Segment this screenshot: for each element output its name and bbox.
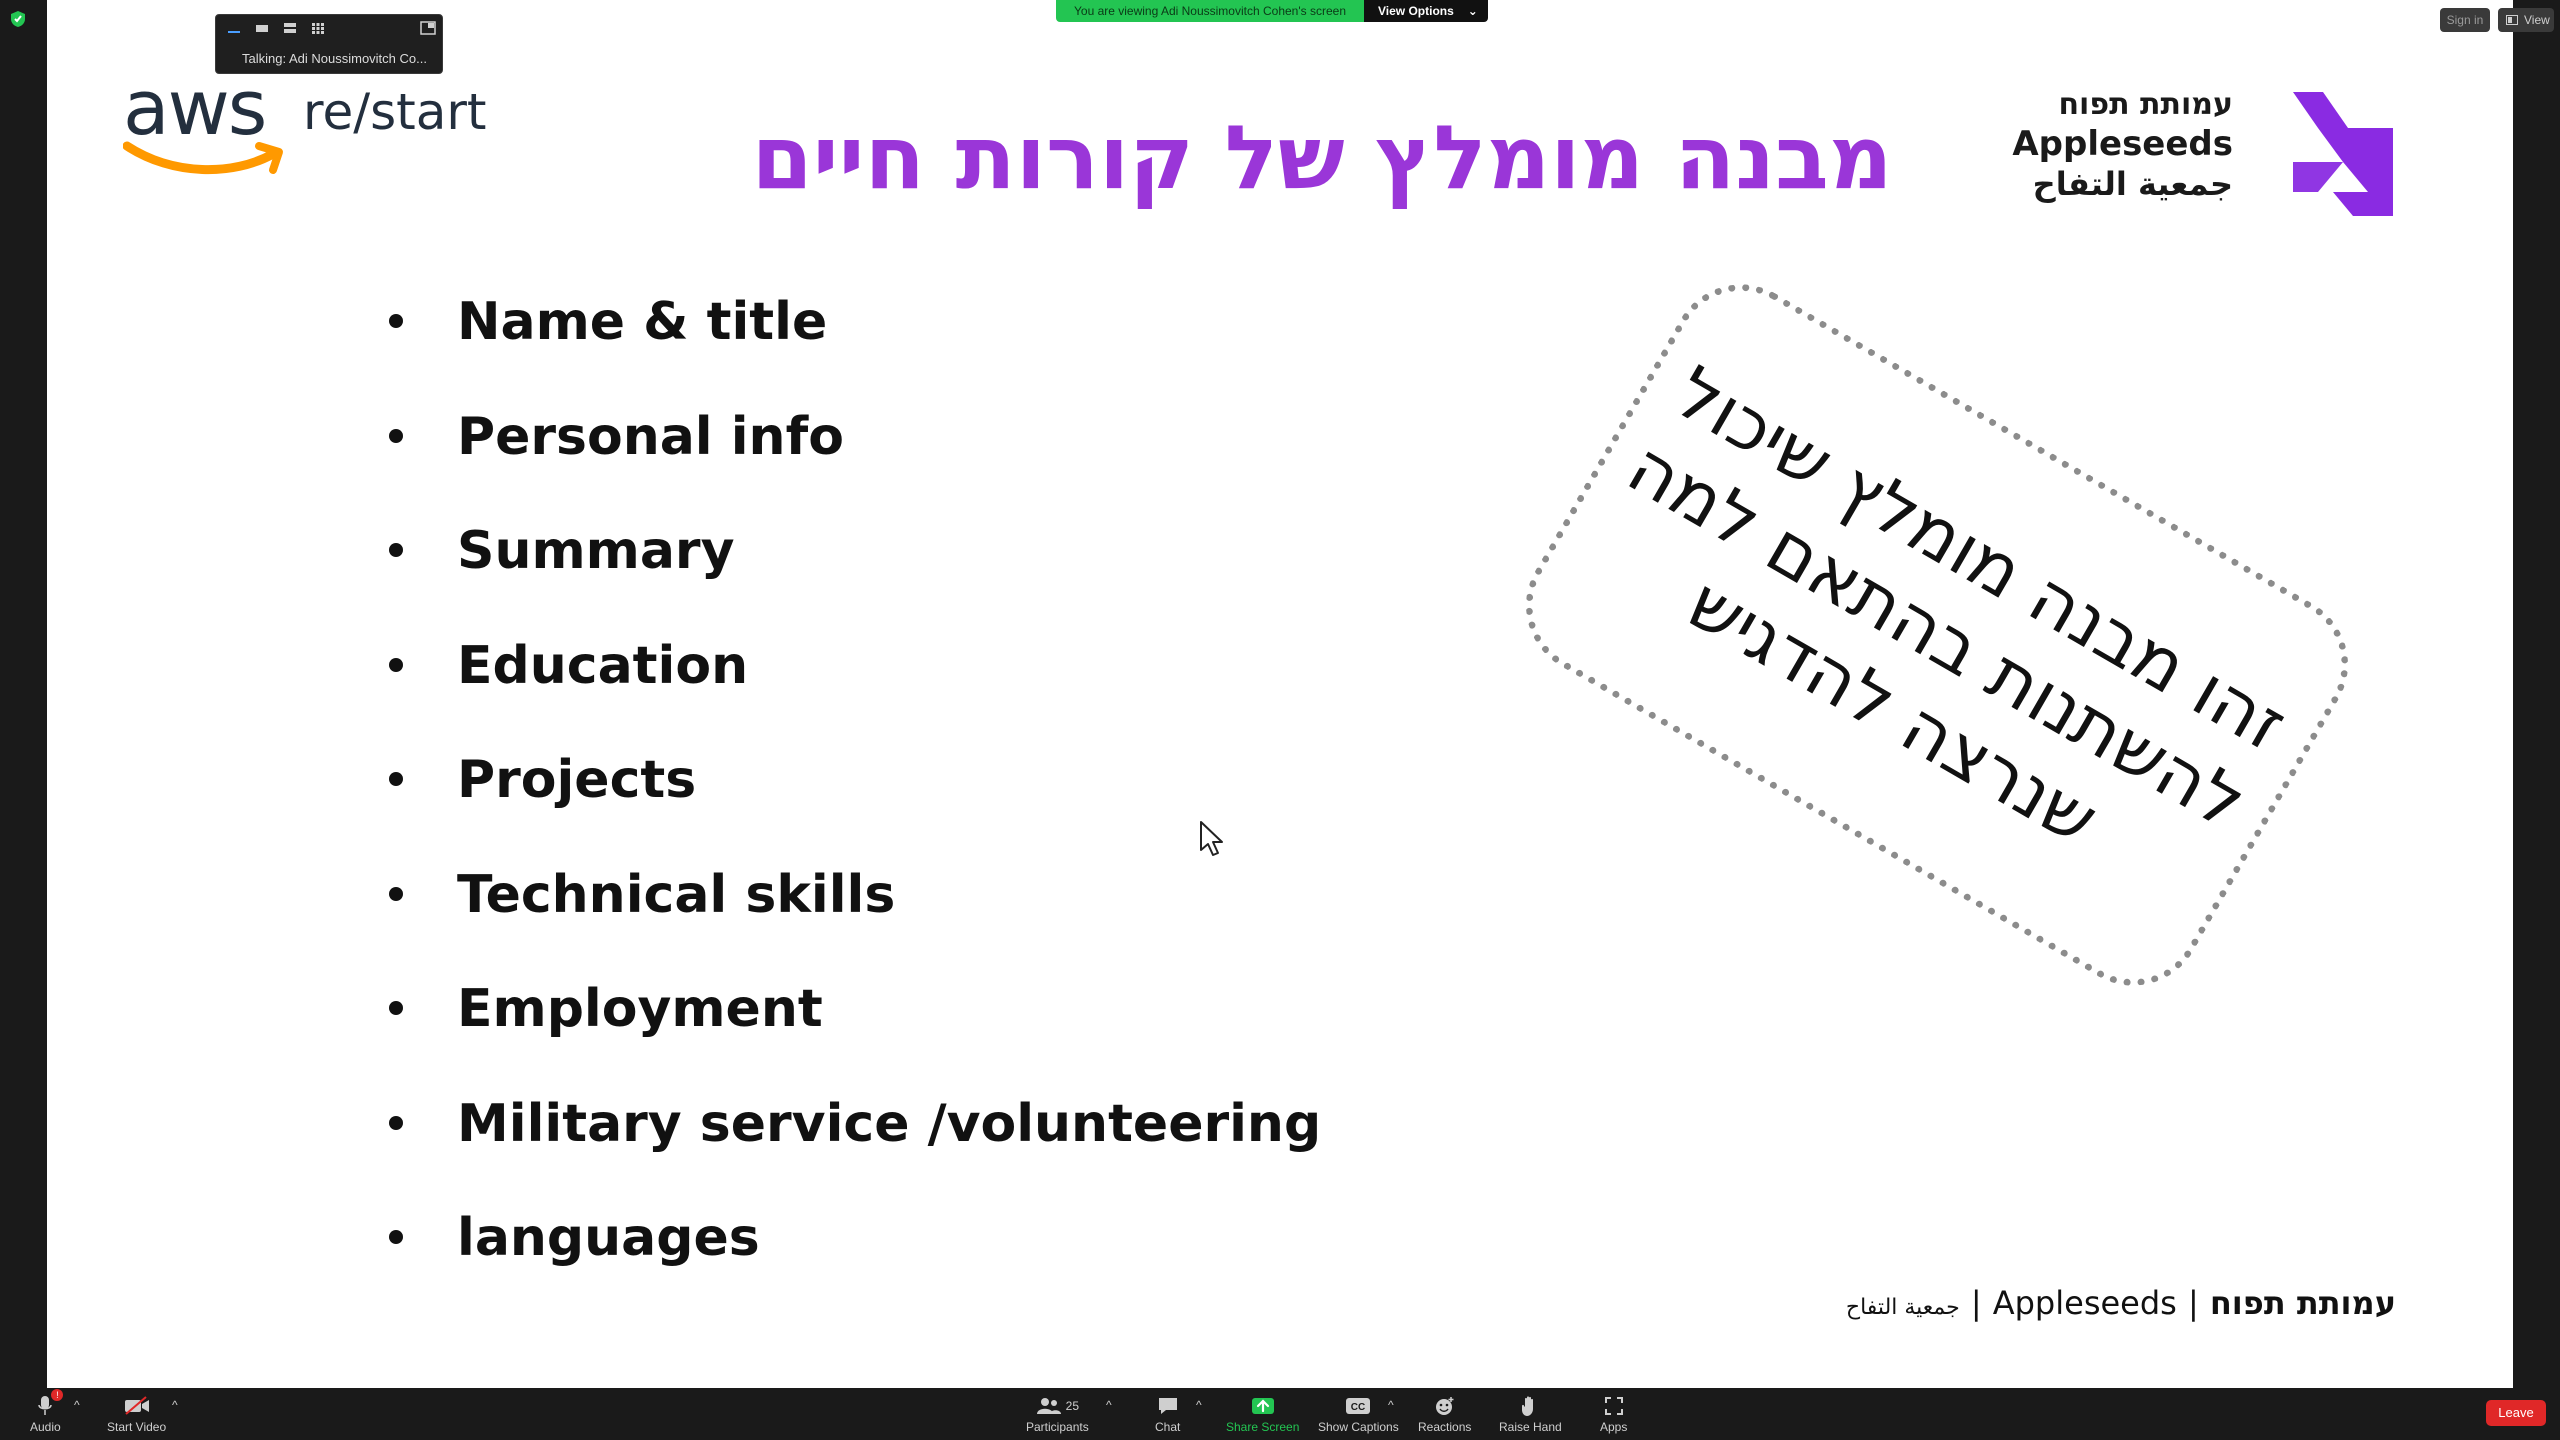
- exit-minimize-icon[interactable]: [420, 21, 436, 35]
- chat-icon: [1157, 1392, 1179, 1420]
- audio-options-caret[interactable]: ^: [74, 1398, 80, 1412]
- bullet-dot: [389, 314, 403, 328]
- meeting-toolbar: ! Audio ^ Start Video ^ 25 Participants …: [0, 1388, 2560, 1440]
- appleseeds-hebrew: עמותת תפוח: [2058, 87, 2233, 122]
- microphone-icon: !: [37, 1389, 64, 1420]
- minimize-icon[interactable]: [226, 21, 242, 35]
- aws-logo-restart: re/start: [303, 83, 487, 141]
- speaker-view-icon[interactable]: [254, 21, 270, 35]
- apps-label: Apps: [1600, 1420, 1628, 1434]
- view-options-button[interactable]: View Options ⌄: [1364, 0, 1488, 22]
- list-item: Summary: [337, 519, 1321, 634]
- appleseeds-english: Appleseeds: [2012, 124, 2233, 164]
- chat-options-caret[interactable]: ^: [1196, 1398, 1202, 1412]
- audio-label: Audio: [30, 1420, 61, 1434]
- reactions-icon: [1434, 1392, 1456, 1420]
- speaker-view-options: [226, 21, 326, 35]
- svg-text:CC: CC: [1351, 1402, 1365, 1413]
- appleseeds-logo: עמותת תפוח Appleseeds جمعية التفاح: [1943, 86, 2403, 216]
- video-off-icon: [124, 1392, 150, 1420]
- appleseeds-mark-icon: [2293, 92, 2393, 216]
- reactions-label: Reactions: [1418, 1420, 1472, 1434]
- view-options-label: View Options: [1378, 4, 1454, 18]
- footer-separator: |: [2187, 1284, 2199, 1322]
- bullet-dot: [389, 657, 403, 672]
- bullet-dot: [389, 1001, 403, 1015]
- bullet-list: Name & title Personal info Summary Educa…: [337, 290, 1321, 1321]
- raise-hand-label: Raise Hand: [1499, 1420, 1562, 1434]
- captions-icon: CC: [1345, 1392, 1371, 1420]
- chat-button[interactable]: Chat: [1155, 1392, 1180, 1434]
- list-item: Employment: [337, 977, 1321, 1092]
- footer-english: Appleseeds: [1992, 1284, 2177, 1322]
- list-item: Education: [337, 634, 1321, 749]
- chevron-down-icon: ⌄: [1467, 4, 1478, 18]
- slide-footer: جمعية التفاح | Appleseeds | עמותת תפוח: [1846, 1284, 2396, 1322]
- view-label: View: [2524, 13, 2550, 27]
- share-screen-button[interactable]: Share Screen: [1226, 1392, 1299, 1434]
- video-label: Start Video: [107, 1420, 167, 1434]
- leave-button[interactable]: Leave: [2486, 1400, 2546, 1426]
- appleseeds-logo-text: עמותת תפוח Appleseeds جمعية التفاح: [2012, 86, 2233, 204]
- list-item: languages: [337, 1206, 1321, 1321]
- bullet-dot: [389, 772, 403, 786]
- footer-arabic: جمعية التفاح: [1845, 1295, 1960, 1320]
- view-layout-icon: [2506, 15, 2518, 25]
- captions-options-caret[interactable]: ^: [1388, 1398, 1394, 1412]
- participants-button[interactable]: 25 Participants: [1026, 1392, 1089, 1434]
- list-item: Name & title: [337, 290, 1321, 405]
- list-item: Military service /volunteering: [337, 1092, 1321, 1207]
- apps-button[interactable]: Apps: [1600, 1392, 1627, 1434]
- strip-view-icon[interactable]: [282, 21, 298, 35]
- apps-icon: [1604, 1392, 1624, 1420]
- start-video-button[interactable]: Start Video: [107, 1392, 166, 1434]
- mouse-cursor-icon: [1200, 821, 1223, 856]
- captions-label: Show Captions: [1318, 1420, 1399, 1434]
- grid-view-icon[interactable]: [310, 21, 326, 35]
- participants-count: 25: [1065, 1399, 1080, 1413]
- viewing-banner: You are viewing Adi Noussimovitch Cohen'…: [1056, 0, 1488, 22]
- share-screen-label: Share Screen: [1226, 1420, 1300, 1434]
- list-item: Projects: [337, 748, 1321, 863]
- bullet-dot: [389, 1230, 403, 1244]
- list-item: Personal info: [337, 405, 1321, 520]
- viewing-status-text: You are viewing Adi Noussimovitch Cohen'…: [1056, 0, 1364, 22]
- video-options-caret[interactable]: ^: [172, 1398, 178, 1412]
- raise-hand-button[interactable]: Raise Hand: [1499, 1392, 1562, 1434]
- appleseeds-arabic: جمعية التفاح: [2032, 165, 2233, 203]
- show-captions-button[interactable]: CC Show Captions: [1318, 1392, 1399, 1434]
- bullet-dot: [389, 886, 403, 901]
- participants-options-caret[interactable]: ^: [1106, 1398, 1112, 1412]
- aws-restart-logo: aws re/start: [123, 70, 543, 190]
- shield-icon[interactable]: [10, 10, 26, 33]
- slide-title: מבנה מומלץ של קורות חיים: [751, 106, 1893, 209]
- sign-in-button[interactable]: Sign in: [2440, 8, 2490, 32]
- active-speaker-panel[interactable]: Talking: Adi Noussimovitch Co...: [215, 14, 443, 74]
- view-button[interactable]: View: [2498, 8, 2554, 32]
- share-screen-icon: [1251, 1392, 1275, 1420]
- footer-hebrew: עמותת תפוח: [2209, 1284, 2396, 1322]
- reactions-button[interactable]: Reactions: [1418, 1392, 1471, 1434]
- note-callout: זהו מבנה מומלץ שיכול להשתנות בהתאם למה ש…: [1500, 258, 2374, 1012]
- note-text: זהו מבנה מומלץ שיכול להשתנות בהתאם למה ש…: [1568, 346, 2306, 925]
- participants-label: Participants: [1026, 1420, 1089, 1434]
- audio-warning-badge: !: [51, 1389, 64, 1401]
- shared-screen-slide: aws re/start מבנה מומלץ של קורות חיים עמ…: [47, 0, 2513, 1388]
- bullet-dot: [389, 543, 403, 557]
- talking-indicator: Talking: Adi Noussimovitch Co...: [242, 51, 427, 66]
- bullet-dot: [389, 1115, 403, 1130]
- aws-smile-icon: [123, 141, 283, 175]
- list-item: Technical skills: [337, 863, 1321, 978]
- participants-icon: 25: [1036, 1392, 1079, 1420]
- raise-hand-icon: [1520, 1392, 1540, 1420]
- chat-label: Chat: [1155, 1420, 1181, 1434]
- audio-button[interactable]: ! Audio: [30, 1389, 64, 1434]
- footer-separator: |: [1970, 1284, 1982, 1322]
- bullet-dot: [389, 428, 403, 443]
- aws-logo-word: aws: [123, 63, 267, 152]
